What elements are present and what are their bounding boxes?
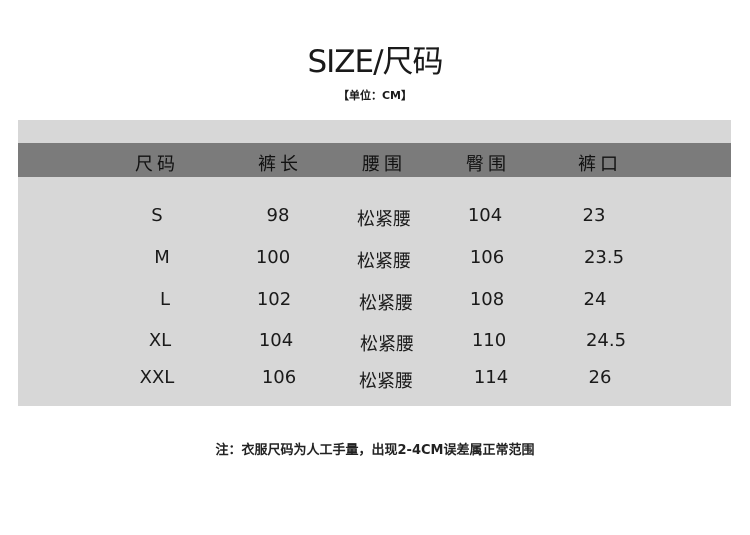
- table-cell: 114: [473, 367, 509, 388]
- table-cell: 23.5: [583, 247, 625, 268]
- table-cell: 23: [582, 205, 606, 226]
- column-header: 尺码: [135, 154, 179, 175]
- column-header: 腰围: [362, 154, 406, 175]
- table-cell: M: [154, 247, 170, 268]
- table-cell: XXL: [139, 367, 175, 388]
- table-cell: S: [151, 205, 163, 226]
- table-cell: 98: [266, 205, 290, 226]
- table-cell: 24.5: [585, 330, 627, 351]
- column-header: 裤长: [258, 154, 302, 175]
- table-cell: 106: [261, 367, 297, 388]
- table-cell: 110: [471, 330, 507, 351]
- table-cell: 106: [469, 247, 505, 268]
- table-cell: 102: [256, 289, 292, 310]
- table-cell: 26: [588, 367, 612, 388]
- table-cell: 松紧腰: [359, 293, 413, 314]
- measurement-note: 注：衣服尺码为人工手量，出现2-4CM误差属正常范围: [215, 443, 535, 458]
- table-cell: L: [159, 289, 171, 310]
- table-cell: 104: [258, 330, 294, 351]
- column-header: 臀围: [466, 154, 510, 175]
- table-cell: 松紧腰: [357, 251, 411, 272]
- table-header-band: [18, 143, 731, 177]
- table-cell: 104: [467, 205, 503, 226]
- table-cell: 松紧腰: [357, 209, 411, 230]
- column-header: 裤口: [578, 154, 622, 175]
- page-title: SIZE/尺码: [307, 44, 443, 80]
- unit-label: 【单位：CM】: [337, 89, 413, 102]
- table-cell: 100: [255, 247, 291, 268]
- table-cell: 24: [583, 289, 607, 310]
- table-cell: 松紧腰: [359, 371, 413, 392]
- table-cell: 108: [469, 289, 505, 310]
- table-cell: 松紧腰: [360, 334, 414, 355]
- table-cell: XL: [148, 330, 172, 351]
